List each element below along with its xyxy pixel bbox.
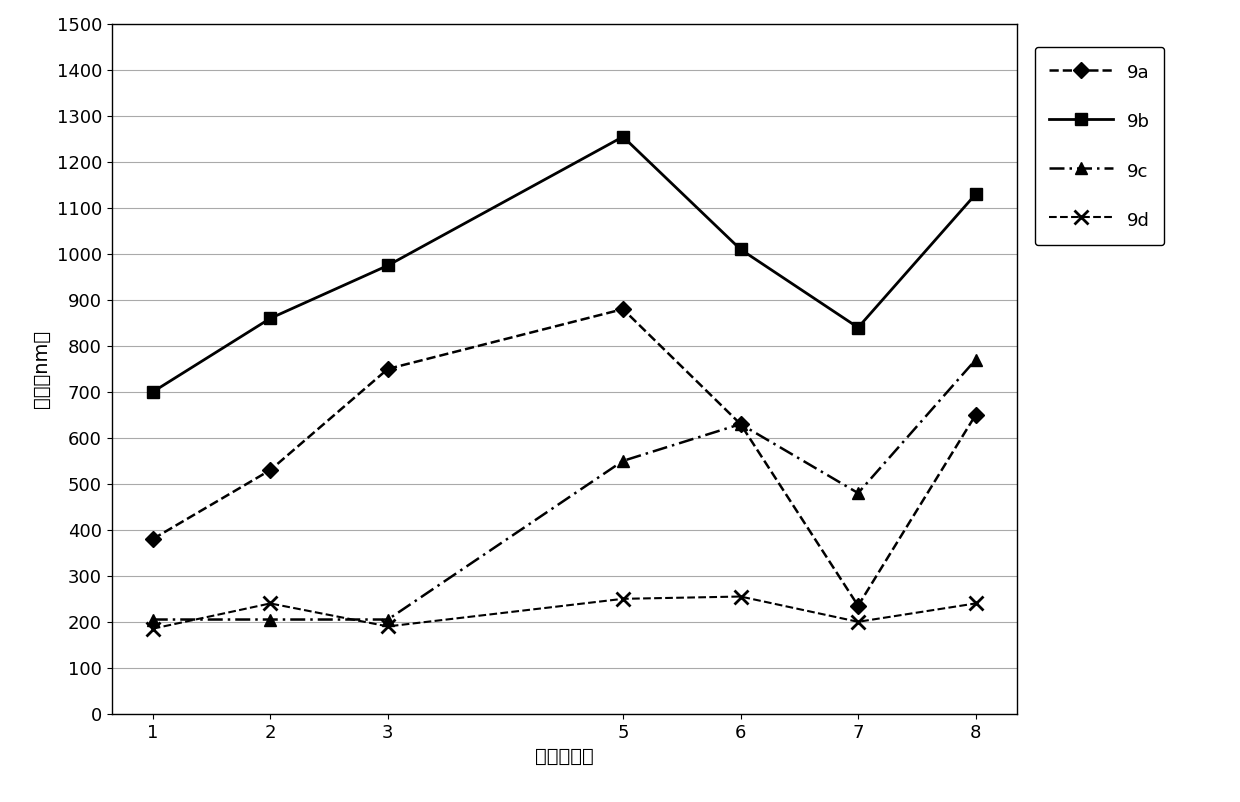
- Legend: 9a, 9b, 9c, 9d: 9a, 9b, 9c, 9d: [1035, 47, 1164, 245]
- 9b: [615, 132, 630, 141]
- 9b: [145, 387, 160, 397]
- 9c: [968, 355, 983, 365]
- 9c: [381, 614, 396, 624]
- Line: 9a: 9a: [148, 304, 981, 611]
- 9d: [145, 624, 160, 634]
- Y-axis label: 粒径（nm）: 粒径（nm）: [32, 330, 51, 408]
- 9b: [851, 322, 866, 332]
- X-axis label: 时间（天）: 时间（天）: [534, 747, 594, 766]
- 9a: [851, 601, 866, 610]
- 9d: [381, 622, 396, 631]
- 9c: [145, 614, 160, 624]
- 9d: [733, 592, 748, 602]
- Line: 9c: 9c: [146, 354, 982, 626]
- 9b: [263, 314, 278, 323]
- 9a: [381, 364, 396, 374]
- 9a: [968, 410, 983, 419]
- Line: 9b: 9b: [146, 131, 982, 398]
- 9d: [851, 617, 866, 626]
- 9a: [733, 419, 748, 429]
- 9b: [733, 245, 748, 254]
- 9a: [615, 304, 630, 314]
- 9b: [968, 189, 983, 199]
- 9d: [615, 594, 630, 604]
- 9a: [145, 534, 160, 544]
- 9d: [263, 598, 278, 608]
- 9a: [263, 465, 278, 475]
- 9c: [733, 419, 748, 429]
- 9c: [263, 614, 278, 624]
- 9b: [381, 261, 396, 270]
- 9c: [851, 488, 866, 498]
- 9c: [615, 456, 630, 466]
- Line: 9d: 9d: [146, 589, 982, 636]
- 9d: [968, 598, 983, 608]
